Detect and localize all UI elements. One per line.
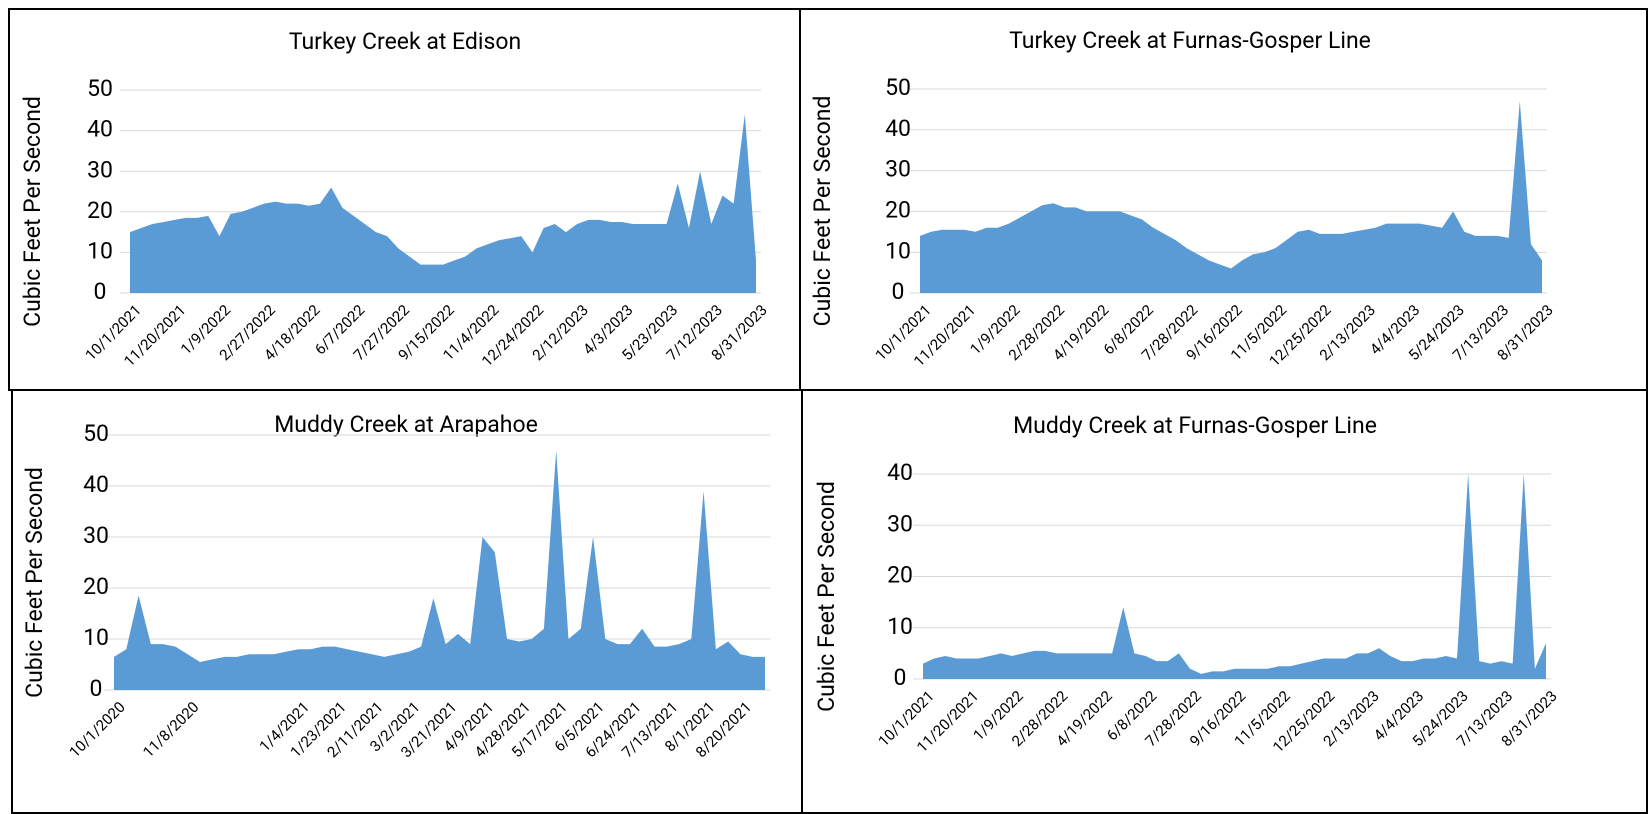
y-tick-label: 10 (83, 624, 109, 651)
y-tick-label: 40 (87, 116, 113, 143)
x-tick-label: 10/1/2020 (66, 698, 129, 761)
y-tick-label: 30 (885, 156, 911, 183)
area (114, 450, 765, 690)
y-tick-label: 10 (87, 237, 113, 264)
panel-border (801, 389, 1648, 814)
y-tick-label: 20 (887, 562, 913, 589)
y-tick-label: 50 (885, 74, 911, 101)
y-tick-label: 40 (885, 115, 911, 142)
y-tick-label: 10 (885, 237, 911, 264)
area (130, 114, 756, 293)
chart-title: Turkey Creek at Furnas-Gosper Line (1009, 27, 1371, 54)
x-tick-label: 11/8/2020 (139, 698, 202, 761)
y-tick-label: 30 (887, 510, 913, 537)
y-tick-label: 50 (83, 420, 109, 447)
y-tick-label: 40 (887, 459, 913, 486)
area (923, 474, 1546, 679)
y-tick-label: 40 (83, 471, 109, 498)
y-tick-label: 20 (885, 196, 911, 223)
area (920, 101, 1542, 294)
chart-title: Muddy Creek at Arapahoe (274, 411, 538, 438)
y-tick-label: 30 (87, 156, 113, 183)
y-tick-label: 30 (83, 522, 109, 549)
y-tick-label: 50 (87, 75, 113, 102)
y-axis-label: Cubic Feet Per Second (21, 467, 48, 698)
y-axis-label: Cubic Feet Per Second (19, 96, 46, 327)
y-axis-label: Cubic Feet Per Second (809, 96, 836, 327)
y-tick-label: 20 (83, 573, 109, 600)
y-tick-label: 0 (90, 675, 103, 702)
y-tick-label: 0 (94, 278, 107, 305)
y-tick-label: 0 (894, 664, 907, 691)
y-tick-label: 20 (87, 197, 113, 224)
y-axis-label: Cubic Feet Per Second (813, 481, 840, 712)
chart-title: Muddy Creek at Furnas-Gosper Line (1013, 412, 1377, 439)
chart-title: Turkey Creek at Edison (289, 28, 521, 55)
y-tick-label: 0 (892, 278, 905, 305)
y-tick-label: 10 (887, 613, 913, 640)
